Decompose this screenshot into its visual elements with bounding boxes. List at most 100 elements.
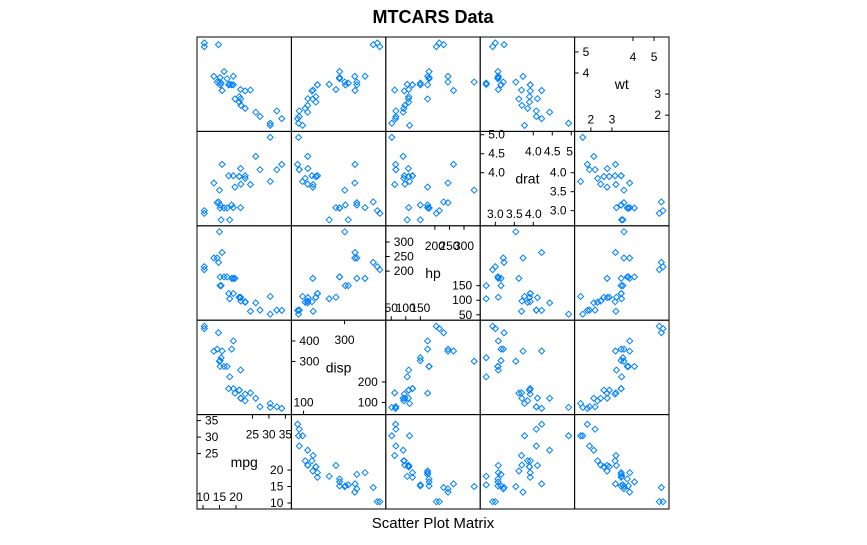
data-point (236, 394, 245, 402)
data-point (392, 442, 400, 450)
data-point (617, 172, 625, 180)
data-point (404, 394, 413, 402)
data-point (335, 273, 344, 281)
data-point (491, 263, 500, 271)
data-point (236, 293, 245, 302)
data-point (517, 451, 526, 460)
data-point (218, 248, 226, 257)
data-point (399, 446, 407, 454)
data-point (659, 497, 667, 506)
data-point (403, 80, 411, 89)
data-point (482, 472, 490, 481)
data-point (227, 345, 236, 353)
data-point (298, 292, 307, 301)
data-point (332, 461, 340, 470)
data-point (526, 87, 534, 95)
data-point (304, 446, 312, 454)
data-point (611, 390, 619, 398)
data-point (533, 94, 542, 103)
data-point (216, 281, 224, 290)
data-point (391, 420, 400, 428)
data-point (626, 203, 634, 212)
data-point (611, 480, 620, 488)
data-point (583, 160, 592, 169)
data-point (325, 295, 333, 303)
data-point (579, 310, 587, 318)
data-point (526, 289, 534, 298)
data-point (416, 216, 425, 224)
variable-name-disp: disp (326, 359, 352, 375)
panel-frame (385, 414, 481, 510)
data-point (625, 347, 634, 355)
data-point (533, 461, 542, 470)
panel-frame (290, 130, 387, 227)
diag-tick-label: 100 (358, 395, 378, 409)
data-point (325, 80, 333, 89)
data-point (210, 179, 218, 187)
data-point (351, 488, 359, 496)
data-point (630, 273, 639, 281)
data-point (619, 281, 627, 290)
data-point (620, 254, 628, 262)
diag-tick-label: 4.5 (488, 147, 505, 161)
diag-tick-label: 100 (452, 293, 472, 307)
data-point (605, 172, 614, 181)
data-point (425, 475, 433, 483)
data-point (266, 119, 274, 127)
data-point (303, 297, 312, 305)
data-point (388, 133, 396, 142)
data-point (470, 357, 478, 365)
data-point (200, 324, 209, 333)
data-point (295, 425, 303, 433)
data-point (500, 329, 508, 337)
data-point (351, 86, 359, 95)
data-point (335, 204, 344, 212)
data-point (620, 228, 628, 236)
data-point (545, 299, 554, 307)
diag-tick-label: 150 (452, 279, 472, 293)
data-point (619, 354, 627, 362)
data-point (303, 101, 312, 110)
data-point (623, 475, 632, 483)
data-point (278, 306, 286, 315)
data-point (313, 289, 322, 298)
data-point (304, 164, 312, 173)
data-point (225, 172, 233, 180)
data-point (404, 164, 413, 173)
data-point (525, 98, 534, 106)
data-point (278, 114, 286, 123)
data-point (617, 274, 625, 283)
data-point (626, 468, 634, 477)
data-point (308, 172, 316, 180)
data-point (200, 263, 209, 271)
diag-tick-label: 15 (270, 480, 284, 494)
data-point (423, 389, 432, 397)
diag-tick-label: 5.0 (488, 128, 505, 142)
data-point (612, 180, 620, 189)
data-point (497, 482, 505, 490)
x-axis-label: Scatter Plot Matrix (372, 515, 495, 532)
diag-tick-label: 2 (588, 112, 595, 126)
data-point (229, 274, 238, 283)
data-point (537, 114, 546, 123)
data-point (518, 101, 526, 110)
data-point (351, 160, 359, 169)
data-point (583, 420, 592, 428)
data-point (373, 206, 382, 215)
diag-tick-label: 5 (651, 50, 658, 64)
data-point (227, 81, 236, 89)
data-point (213, 345, 221, 353)
data-point (449, 347, 458, 355)
diag-tick-label: 10 (270, 496, 284, 510)
data-point (497, 345, 505, 353)
diag-tick-label: 30 (205, 430, 219, 444)
data-point (341, 281, 350, 290)
data-point (216, 201, 224, 209)
data-point (470, 186, 478, 194)
data-point (404, 203, 413, 212)
data-point (630, 478, 639, 486)
data-point (236, 94, 245, 103)
data-point (655, 209, 664, 218)
data-point (423, 95, 432, 103)
